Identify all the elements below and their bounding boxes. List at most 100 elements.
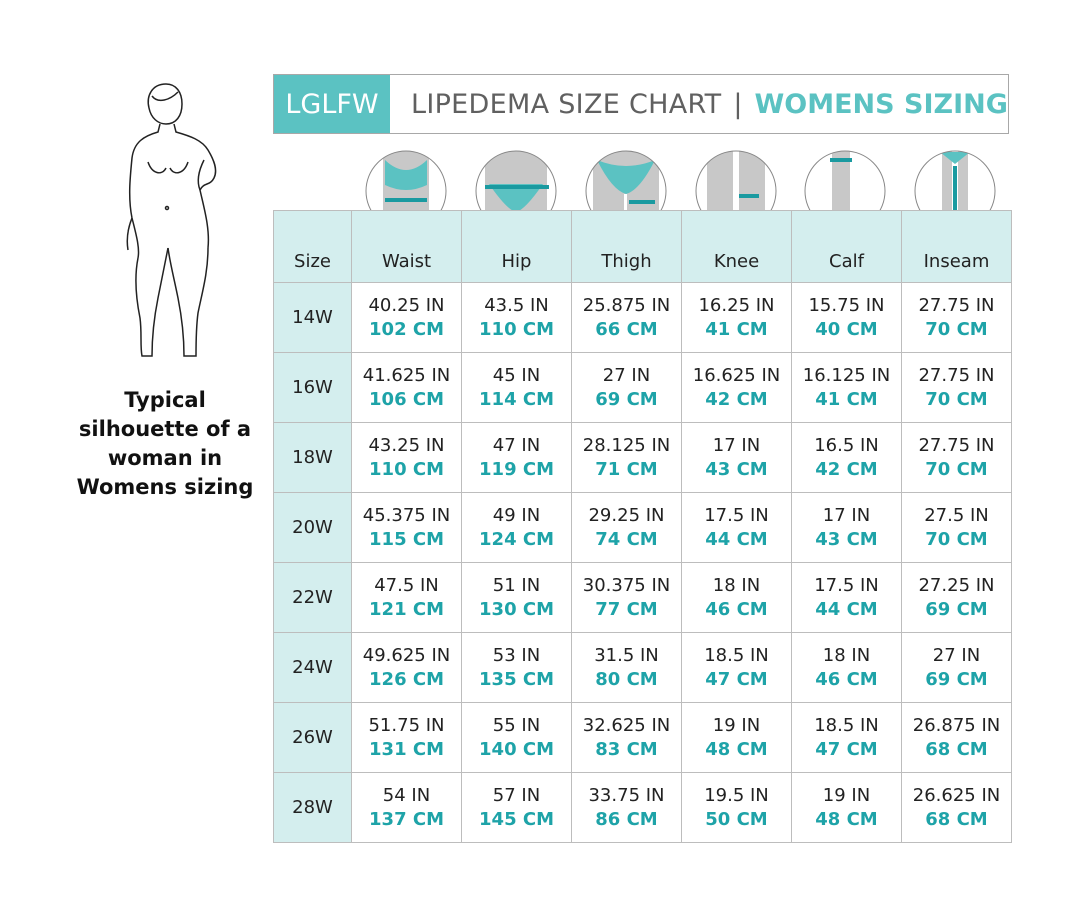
- table-row: 16W 41.625 IN 106 CM 45 IN 114 CM 27 IN 69 CM 1…: [273, 352, 1012, 423]
- cm-value: 74 CM: [595, 528, 658, 550]
- cm-value: 110 CM: [479, 318, 554, 340]
- cm-value: 66 CM: [595, 318, 658, 340]
- inch-value: 18.5 IN: [704, 644, 769, 666]
- cm-value: 70 CM: [925, 528, 988, 550]
- table-header-row: Size Waist Hip Thigh Knee Calf Inseam: [273, 210, 1012, 283]
- measurement-cell: 18 IN 46 CM: [681, 562, 792, 633]
- inch-value: 16.125 IN: [802, 364, 891, 386]
- inch-value: 16.25 IN: [698, 294, 775, 316]
- measurement-cell: 16.625 IN 42 CM: [681, 352, 792, 423]
- measurement-cell: 51.75 IN 131 CM: [351, 702, 462, 773]
- measurement-cell: 47.5 IN 121 CM: [351, 562, 462, 633]
- cm-value: 145 CM: [479, 808, 554, 830]
- inch-value: 30.375 IN: [582, 574, 671, 596]
- cm-value: 77 CM: [595, 598, 658, 620]
- brand-logo: LGLFW: [274, 75, 390, 133]
- measurement-cell: 17.5 IN 44 CM: [791, 562, 902, 633]
- table-row: 22W 47.5 IN 121 CM 51 IN 130 CM 30.375 IN 77 C…: [273, 562, 1012, 633]
- column-header-thigh: Thigh: [571, 210, 682, 283]
- inch-value: 27.25 IN: [918, 574, 995, 596]
- inch-value: 43.25 IN: [368, 434, 445, 456]
- cm-value: 86 CM: [595, 808, 658, 830]
- cm-value: 68 CM: [925, 808, 988, 830]
- cm-value: 40 CM: [815, 318, 878, 340]
- inch-value: 18 IN: [712, 574, 761, 596]
- inch-value: 43.5 IN: [484, 294, 549, 316]
- inch-value: 29.25 IN: [588, 504, 665, 526]
- measurement-cell: 19 IN 48 CM: [681, 702, 792, 773]
- cm-value: 130 CM: [479, 598, 554, 620]
- cm-value: 124 CM: [479, 528, 554, 550]
- measurement-cell: 43.5 IN 110 CM: [461, 282, 572, 353]
- inch-value: 16.625 IN: [692, 364, 781, 386]
- inch-value: 19 IN: [822, 784, 871, 806]
- inch-value: 51 IN: [492, 574, 541, 596]
- measurement-cell: 45.375 IN 115 CM: [351, 492, 462, 563]
- cm-value: 70 CM: [925, 318, 988, 340]
- measurement-cell: 28.125 IN 71 CM: [571, 422, 682, 493]
- inch-value: 27.75 IN: [918, 434, 995, 456]
- inch-value: 32.625 IN: [582, 714, 671, 736]
- cm-value: 68 CM: [925, 738, 988, 760]
- cm-value: 48 CM: [815, 808, 878, 830]
- cm-value: 70 CM: [925, 388, 988, 410]
- measurement-cell: 47 IN 119 CM: [461, 422, 572, 493]
- inch-value: 47.5 IN: [374, 574, 439, 596]
- inch-value: 54 IN: [382, 784, 431, 806]
- measurement-cell: 51 IN 130 CM: [461, 562, 572, 633]
- table-row: 14W 40.25 IN 102 CM 43.5 IN 110 CM 25.875 IN 6…: [273, 282, 1012, 353]
- measurement-cell: 16.125 IN 41 CM: [791, 352, 902, 423]
- inch-value: 26.875 IN: [912, 714, 1001, 736]
- cm-value: 140 CM: [479, 738, 554, 760]
- inch-value: 55 IN: [492, 714, 541, 736]
- measurement-cell: 19 IN 48 CM: [791, 772, 902, 843]
- inch-value: 17 IN: [712, 434, 761, 456]
- measurement-cell: 55 IN 140 CM: [461, 702, 572, 773]
- cm-value: 121 CM: [369, 598, 444, 620]
- column-header-knee: Knee: [681, 210, 792, 283]
- measurement-cell: 18.5 IN 47 CM: [681, 632, 792, 703]
- table-row: 18W 43.25 IN 110 CM 47 IN 119 CM 28.125 IN 71 …: [273, 422, 1012, 493]
- size-label: 16W: [273, 352, 352, 423]
- inch-value: 45 IN: [492, 364, 541, 386]
- table-row: 24W 49.625 IN 126 CM 53 IN 135 CM 31.5 IN 80 C…: [273, 632, 1012, 703]
- cm-value: 48 CM: [705, 738, 768, 760]
- measurement-cell: 16.5 IN 42 CM: [791, 422, 902, 493]
- inch-value: 49.625 IN: [362, 644, 451, 666]
- cm-value: 137 CM: [369, 808, 444, 830]
- cm-value: 106 CM: [369, 388, 444, 410]
- inch-value: 17.5 IN: [814, 574, 879, 596]
- cm-value: 131 CM: [369, 738, 444, 760]
- measurement-cell: 26.875 IN 68 CM: [901, 702, 1012, 773]
- inch-value: 18.5 IN: [814, 714, 879, 736]
- inch-value: 17 IN: [822, 504, 871, 526]
- cm-value: 47 CM: [705, 668, 768, 690]
- inch-value: 25.875 IN: [582, 294, 671, 316]
- inch-value: 41.625 IN: [362, 364, 451, 386]
- inch-value: 17.5 IN: [704, 504, 769, 526]
- measurement-cell: 27 IN 69 CM: [571, 352, 682, 423]
- inch-value: 15.75 IN: [808, 294, 885, 316]
- cm-value: 46 CM: [705, 598, 768, 620]
- measurement-cell: 19.5 IN 50 CM: [681, 772, 792, 843]
- cm-value: 114 CM: [479, 388, 554, 410]
- size-label: 24W: [273, 632, 352, 703]
- cm-value: 119 CM: [479, 458, 554, 480]
- column-header-hip: Hip: [461, 210, 572, 283]
- size-label: 26W: [273, 702, 352, 773]
- title-bar: LGLFW LIPEDEMA SIZE CHART | WOMENS SIZIN…: [273, 74, 1009, 134]
- measurement-cell: 26.625 IN 68 CM: [901, 772, 1012, 843]
- measurement-cell: 41.625 IN 106 CM: [351, 352, 462, 423]
- inch-value: 47 IN: [492, 434, 541, 456]
- measurement-cell: 18.5 IN 47 CM: [791, 702, 902, 773]
- inch-value: 33.75 IN: [588, 784, 665, 806]
- column-header-calf: Calf: [791, 210, 902, 283]
- inch-value: 51.75 IN: [368, 714, 445, 736]
- cm-value: 126 CM: [369, 668, 444, 690]
- cm-value: 102 CM: [369, 318, 444, 340]
- measurement-cell: 17.5 IN 44 CM: [681, 492, 792, 563]
- inch-value: 27 IN: [602, 364, 651, 386]
- measurement-cell: 27.75 IN 70 CM: [901, 282, 1012, 353]
- table-row: 26W 51.75 IN 131 CM 55 IN 140 CM 32.625 IN 83 …: [273, 702, 1012, 773]
